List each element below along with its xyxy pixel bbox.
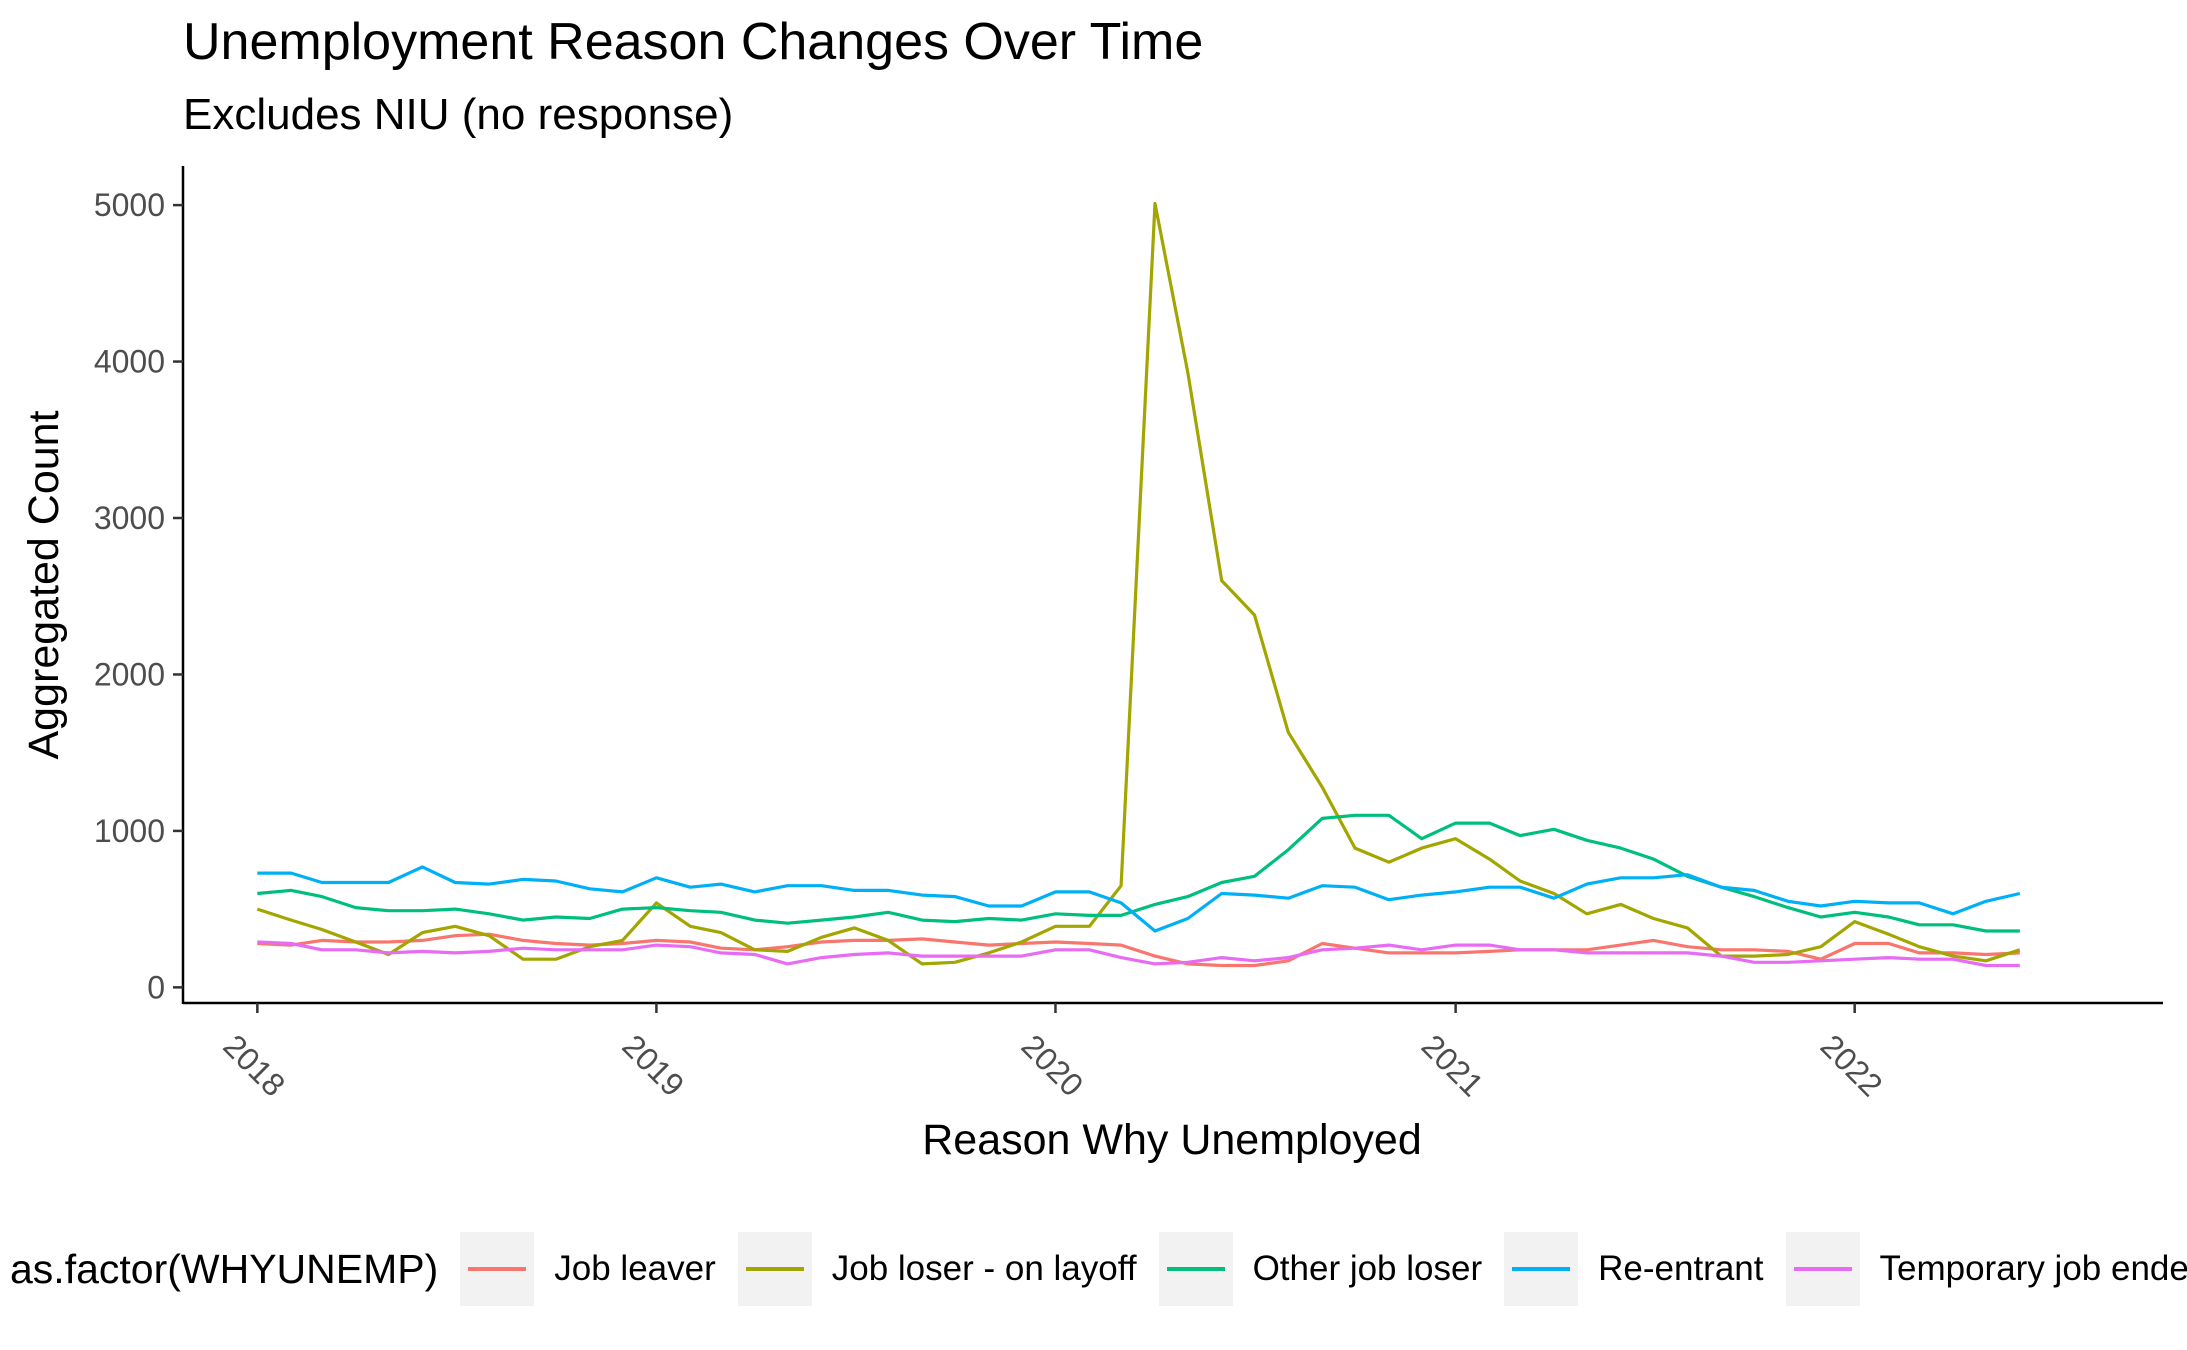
y-tick-label: 4000 bbox=[94, 344, 165, 380]
series-line bbox=[256, 201, 2021, 966]
legend-label: Other job loser bbox=[1252, 1249, 1483, 1288]
legend-swatch bbox=[1793, 1267, 1852, 1271]
legend-key bbox=[1158, 1232, 1233, 1306]
legend-key bbox=[1785, 1232, 1860, 1306]
legend-label: Re-entrant bbox=[1598, 1249, 1764, 1288]
legend-key bbox=[737, 1232, 812, 1306]
legend-key bbox=[1504, 1232, 1579, 1306]
series-line bbox=[257, 865, 2021, 933]
x-axis-title: Reason Why Unemployed bbox=[922, 1116, 1422, 1164]
legend-item: Other job loser bbox=[1158, 1232, 1493, 1306]
legend-item: Temporary job ended bbox=[1785, 1232, 2187, 1306]
y-tick-label: 1000 bbox=[94, 813, 165, 849]
x-tick-label: 2019 bbox=[615, 1027, 691, 1103]
y-axis-title: Aggregated Count bbox=[20, 410, 68, 759]
y-tick-label: 3000 bbox=[94, 500, 165, 536]
series-line bbox=[257, 940, 2020, 968]
legend-key bbox=[460, 1232, 535, 1306]
legend-swatch bbox=[1512, 1267, 1571, 1271]
legend-swatch bbox=[745, 1267, 804, 1271]
series-line bbox=[257, 813, 2020, 933]
legend-label: Temporary job ended bbox=[1879, 1249, 2187, 1288]
legend-label: Job leaver bbox=[554, 1249, 716, 1288]
chart-subtitle: Excludes NIU (no response) bbox=[183, 90, 734, 139]
x-tick-label: 2022 bbox=[1814, 1027, 1890, 1103]
legend-swatch bbox=[468, 1267, 527, 1271]
legend-item: Job loser - on layoff bbox=[737, 1232, 1147, 1306]
x-tick-label: 2021 bbox=[1415, 1027, 1491, 1103]
chart-title: Unemployment Reason Changes Over Time bbox=[183, 13, 1204, 71]
series-line bbox=[257, 932, 2020, 968]
x-tick-label: 2018 bbox=[216, 1027, 292, 1103]
y-tick-label: 2000 bbox=[94, 656, 165, 692]
legend-title: as.factor(WHYUNEMP) bbox=[10, 1245, 439, 1292]
y-tick-label: 0 bbox=[147, 969, 165, 1005]
legend-swatch bbox=[1166, 1267, 1225, 1271]
x-axis: 2018 2019 2020 2021 2022 bbox=[183, 1001, 2163, 1103]
x-tick-label: 2020 bbox=[1015, 1027, 1091, 1103]
legend-item: Job leaver bbox=[460, 1232, 725, 1306]
legend: as.factor(WHYUNEMP) Job leaver Job loser … bbox=[10, 1232, 2187, 1306]
legend-items: Job leaver Job loser - on layoff Other job… bbox=[460, 1232, 2187, 1306]
y-axis: 0 1000 2000 3000 4000 5000 bbox=[94, 166, 185, 1005]
y-tick-label: 5000 bbox=[94, 187, 165, 223]
series-lines bbox=[256, 201, 2021, 968]
legend-item: Re-entrant bbox=[1504, 1232, 1773, 1306]
legend-label: Job loser - on layoff bbox=[831, 1249, 1137, 1288]
